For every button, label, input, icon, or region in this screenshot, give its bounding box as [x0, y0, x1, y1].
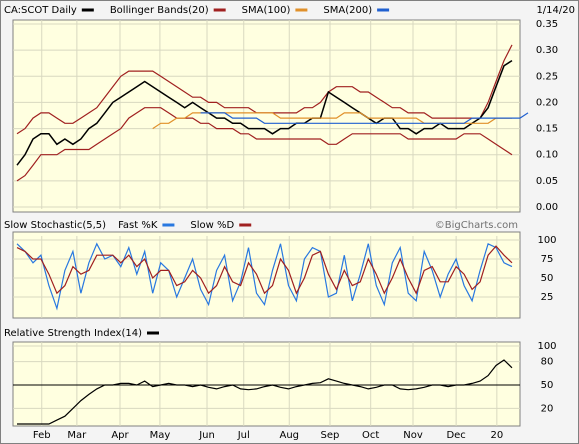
- y-tick-label: 50: [541, 380, 554, 391]
- series-line: [200, 112, 529, 124]
- date-label: 1/14/20: [536, 5, 575, 16]
- legend-label: CA:SCOT Daily: [4, 5, 77, 16]
- y-tick-label: 0.35: [536, 19, 558, 30]
- series-line: [16, 242, 513, 311]
- price-panel: [12, 19, 521, 213]
- watermark: ©BigCharts.com: [435, 220, 518, 231]
- series-line: [17, 359, 513, 425]
- panel-title: Slow Stochastic(5,5): [4, 220, 106, 231]
- x-tick-label: Jul: [237, 430, 250, 441]
- y-tick-label: 0.05: [536, 176, 558, 187]
- y-tick-label: 0.30: [536, 45, 558, 56]
- x-tick-label: Jun: [198, 430, 215, 441]
- x-tick-label: 20: [490, 430, 503, 441]
- y-tick-label: 0.00: [536, 202, 558, 213]
- y-tick-label: 0.10: [536, 150, 558, 161]
- x-tick-label: Feb: [33, 430, 51, 441]
- legend-label: SMA(200): [323, 5, 372, 16]
- legend-label: Bollinger Bands(20): [110, 5, 209, 16]
- stochastic-panel: [12, 231, 521, 319]
- x-tick-label: Dec: [446, 430, 465, 441]
- x-tick-label: May: [150, 430, 171, 441]
- x-tick-label: Aug: [279, 430, 299, 441]
- legend-label: SMA(100): [242, 5, 291, 16]
- bollinger-lower: [16, 107, 513, 182]
- legend-label: Slow %D: [190, 220, 234, 231]
- x-tick-label: Oct: [362, 430, 379, 441]
- legend-label: Relative Strength Index(14): [4, 328, 142, 339]
- y-tick-label: 0.25: [536, 71, 558, 82]
- y-tick-label: 50: [541, 273, 554, 284]
- y-tick-label: 20: [541, 403, 554, 414]
- x-tick-label: Mar: [67, 430, 87, 441]
- x-tick-label: Sep: [321, 430, 340, 441]
- x-tick-label: Nov: [403, 430, 423, 441]
- legend-label: Fast %K: [118, 220, 158, 231]
- y-tick-label: 100: [537, 235, 556, 246]
- y-tick-label: 0.15: [536, 124, 558, 135]
- y-tick-label: 80: [541, 357, 554, 368]
- y-tick-label: 0.20: [536, 97, 558, 108]
- y-tick-label: 25: [541, 292, 554, 303]
- series-line: [16, 245, 513, 295]
- y-tick-label: 75: [541, 254, 554, 265]
- x-tick-label: Apr: [111, 430, 129, 441]
- rsi-panel: [12, 341, 521, 427]
- y-tick-label: 100: [537, 341, 556, 352]
- series-line: [16, 59, 513, 166]
